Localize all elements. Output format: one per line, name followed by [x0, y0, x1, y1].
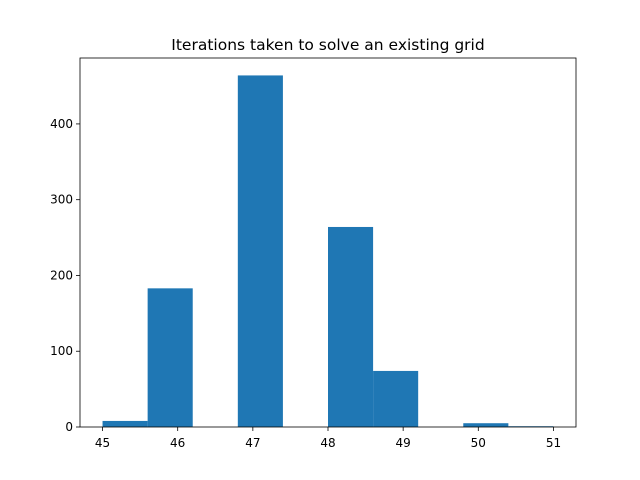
x-tick-label: 50	[471, 436, 486, 450]
y-tick-label: 200	[50, 268, 73, 282]
x-tick-label: 46	[170, 436, 185, 450]
histogram-bar-5	[328, 226, 374, 427]
y-axis-ticks: 0 100 200 300 400	[50, 117, 80, 434]
y-tick-label: 0	[65, 420, 73, 434]
histogram-bar-6	[373, 370, 419, 427]
histogram-bar-3	[237, 75, 283, 428]
plot-frame	[79, 57, 577, 428]
chart-title: Iterations taken to solve an existing gr…	[171, 36, 484, 54]
x-tick-label: 45	[95, 436, 110, 450]
bars-group	[102, 75, 554, 428]
histogram-bar-8	[463, 423, 509, 427]
y-tick-label: 100	[50, 344, 73, 358]
x-tick-label: 51	[546, 436, 561, 450]
y-tick-label: 400	[50, 117, 73, 131]
x-tick-label: 48	[320, 436, 335, 450]
y-tick-label: 300	[50, 193, 73, 207]
x-axis-ticks: 45 46 47 48 49 50 51	[95, 427, 561, 450]
x-tick-label: 49	[396, 436, 411, 450]
histogram-bar-1	[147, 288, 193, 427]
histogram-bar-0	[102, 420, 148, 427]
x-tick-label: 47	[245, 436, 260, 450]
